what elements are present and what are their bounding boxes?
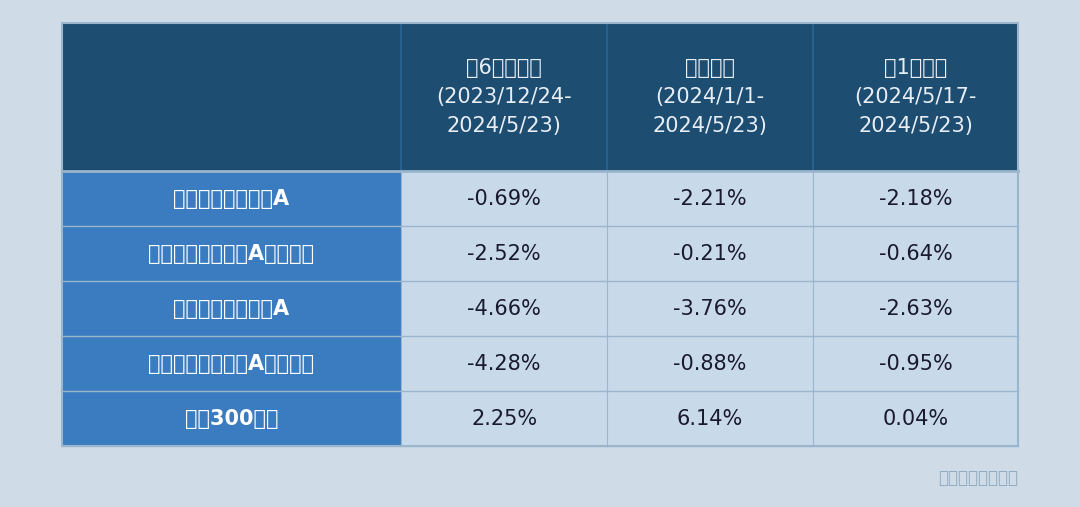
Bar	[402, 336, 607, 391]
Bar	[402, 226, 607, 281]
Text: -2.63%: -2.63%	[879, 299, 953, 318]
Bar	[402, 391, 607, 446]
Text: 近6个月以来
(2023/12/24-
2024/5/23): 近6个月以来 (2023/12/24- 2024/5/23)	[436, 58, 572, 136]
Bar	[62, 23, 1018, 446]
Bar	[402, 281, 607, 336]
Text: 平安医疗健康混合A同类基金: 平安医疗健康混合A同类基金	[148, 243, 314, 264]
Text: 6.14%: 6.14%	[677, 409, 743, 428]
Bar	[607, 281, 813, 336]
Text: 0.04%: 0.04%	[882, 409, 948, 428]
Bar	[813, 226, 1018, 281]
Text: -4.66%: -4.66%	[468, 299, 541, 318]
Text: 平安核心优势混合A: 平安核心优势混合A	[174, 299, 289, 318]
Text: -0.21%: -0.21%	[673, 243, 746, 264]
Bar	[813, 171, 1018, 226]
Bar	[813, 281, 1018, 336]
Text: -2.21%: -2.21%	[673, 189, 746, 208]
Bar	[813, 391, 1018, 446]
Text: -0.88%: -0.88%	[673, 353, 746, 374]
Text: 2.25%: 2.25%	[471, 409, 537, 428]
Bar	[607, 171, 813, 226]
Bar	[813, 336, 1018, 391]
Bar	[62, 391, 402, 446]
Text: -0.64%: -0.64%	[879, 243, 953, 264]
Text: 沪混300指数: 沪混300指数	[185, 409, 279, 428]
Text: 制图：《金证研》: 制图：《金证研》	[939, 468, 1018, 487]
Bar	[62, 226, 402, 281]
Bar	[62, 171, 402, 226]
Text: -4.28%: -4.28%	[468, 353, 541, 374]
Bar	[607, 336, 813, 391]
Text: 近1周以来
(2024/5/17-
2024/5/23): 近1周以来 (2024/5/17- 2024/5/23)	[854, 58, 976, 136]
Text: 平安医疗健康混合A: 平安医疗健康混合A	[174, 189, 289, 208]
Bar	[62, 336, 402, 391]
Text: -2.52%: -2.52%	[468, 243, 541, 264]
Text: -0.69%: -0.69%	[468, 189, 541, 208]
Text: -0.95%: -0.95%	[879, 353, 953, 374]
Bar	[62, 23, 1018, 171]
Text: -2.18%: -2.18%	[879, 189, 953, 208]
Bar	[62, 281, 402, 336]
Text: 平安核心优势混合A同类基金: 平安核心优势混合A同类基金	[148, 353, 314, 374]
Bar	[607, 391, 813, 446]
Text: -3.76%: -3.76%	[673, 299, 746, 318]
Bar	[607, 226, 813, 281]
Text: 今年以来
(2024/1/1-
2024/5/23): 今年以来 (2024/1/1- 2024/5/23)	[652, 58, 767, 136]
Bar	[402, 171, 607, 226]
